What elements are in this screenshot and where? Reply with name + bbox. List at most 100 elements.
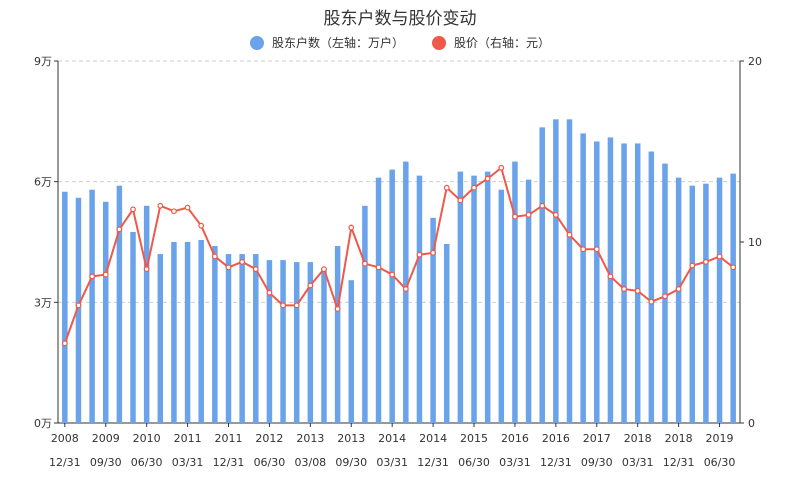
price-point [375,264,382,271]
chart-title: 股东户数与股价变动 [323,9,477,29]
bar-holders [198,239,204,423]
price-point [157,202,164,209]
x-axis-year-label: 2011 [215,432,243,445]
bar-holders [171,242,177,423]
x-axis-date-label: 06/30 [254,456,286,469]
x-axis-year-label: 2014 [378,432,406,445]
price-point [239,259,246,265]
price-point [184,204,191,211]
bar-holders [403,161,409,424]
x-axis-date-label: 06/30 [131,456,163,469]
x-axis-year-label: 2010 [133,432,161,445]
legend-label-holders: 股东户数（左轴：万户） [271,36,404,50]
x-axis-year-label: 2011 [174,432,202,445]
x-axis-year-label: 2013 [337,432,365,445]
x-axis-date-label: 06/30 [458,456,490,469]
bar-holders [375,177,382,423]
right-axis-tick-label: 10 [748,236,762,249]
price-point [171,208,177,215]
price-point [225,264,232,271]
bar-holders [253,254,259,423]
price-point [580,246,587,253]
right-axis-tick-label: 0 [748,417,755,430]
price-point [198,222,205,229]
x-axis-year-label: 2014 [419,432,447,445]
x-axis-date-label: 03/08 [294,456,326,469]
price-point [689,262,696,269]
x-axis-date-label: 06/30 [704,456,736,469]
price-point [634,287,641,294]
price-point [143,266,150,273]
x-axis-date-label: 09/30 [90,456,122,469]
price-point [211,253,218,260]
bar-holders [730,173,736,423]
bar-holders [334,246,341,423]
price-point [484,175,491,182]
x-axis-date-label: 03/31 [622,456,654,469]
bar-holders [184,242,191,423]
legend-marker-price-icon [432,35,446,50]
bar-holders [239,254,245,423]
x-axis-year-label: 2018 [624,432,652,445]
bar-holders [212,246,218,423]
bar-holders [143,205,150,423]
bar-holders [498,189,505,423]
bar-holders [225,254,232,423]
price-point [566,231,573,238]
price-point [75,302,82,309]
bar-holders [648,151,655,423]
price-point [525,211,532,218]
legend-item-price[interactable]: 股价（右轴：元） [432,34,550,51]
price-point [675,286,682,292]
bar-holders [716,177,723,423]
x-axis-year-label: 2016 [542,432,570,445]
bar-holders [102,201,109,423]
bar-holders [307,262,314,423]
bar-holders [75,197,82,423]
price-point [512,213,518,220]
x-axis-date-label: 12/31 [663,456,695,469]
price-point [593,246,600,253]
price-point [457,197,464,204]
x-axis-date-label: 12/31 [417,456,449,469]
left-axis-tick-label: 6万 [34,176,52,189]
price-point [334,306,341,312]
price-point [307,282,314,289]
bar-holders [703,183,709,423]
bar-holders [662,163,668,424]
x-axis-date-label: 12/31 [49,456,81,469]
bar-holders [416,175,423,423]
bar-holders [484,171,491,423]
price-point [498,164,505,171]
price-point [116,226,123,233]
bar-holders [280,260,286,423]
price-point [389,271,396,278]
price-point [443,184,450,191]
legend: 股东户数（左轴：万户） 股价（右轴：元） [0,34,800,51]
x-axis-year-label: 2019 [706,432,734,445]
bar-holders [607,137,614,423]
price-point [716,253,723,260]
legend-item-holders[interactable]: 股东户数（左轴：万户） [249,34,404,51]
x-axis-year-label: 2012 [255,432,283,445]
price-point [321,266,327,273]
x-axis-year-label: 2009 [92,432,120,445]
x-axis-date-label: 03/31 [172,456,204,469]
left-axis-tick-label: 9万 [34,55,52,68]
legend-marker-holders-icon [249,35,264,50]
bar-holders [689,185,696,423]
bar-holders [89,189,95,423]
price-point [89,273,95,280]
bar-holders [443,244,450,423]
bar-holders [130,231,136,423]
price-point [348,224,355,231]
x-axis-year-label: 2017 [583,432,611,445]
bar-holders [157,254,164,423]
x-axis-date-label: 03/31 [499,456,531,469]
bar-holders [348,280,355,423]
bar-holders [389,169,395,423]
price-point [539,202,546,209]
price-point [621,286,627,292]
x-axis-year-label: 2016 [501,432,529,445]
price-point [552,211,559,218]
